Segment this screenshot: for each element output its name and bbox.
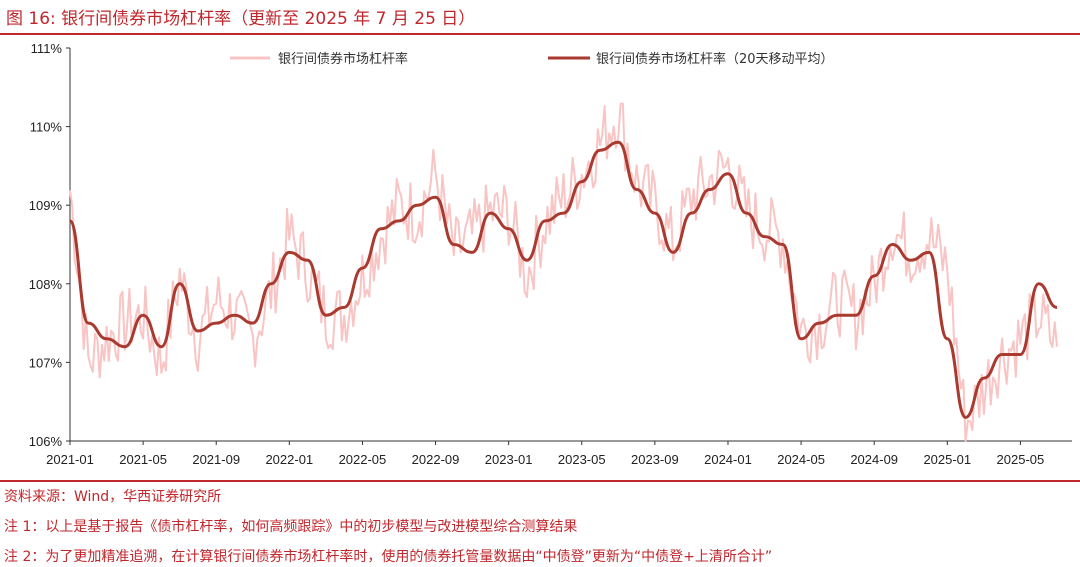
y-tick-label: 107%: [29, 355, 63, 370]
x-tick-label: 2025-05: [997, 452, 1045, 467]
chart-axes: 106% 107% 108% 109% 110% 111% 2021-01 2021-05 20…: [29, 41, 1072, 467]
y-tick-label: 111%: [31, 41, 63, 56]
x-tick-label: 2024-05: [777, 452, 825, 467]
x-tick-label: 2024-09: [850, 452, 898, 467]
source-note: 资料来源：Wind，华西证券研究所: [4, 489, 222, 505]
legend-label-daily: 银行间债券市场杠杆率: [278, 51, 408, 67]
series-ma20-line: [68, 140, 1058, 419]
x-tick-label: 2023-09: [631, 452, 679, 467]
x-tick-label: 2025-01: [923, 452, 971, 467]
x-tick-label: 2022-01: [265, 452, 313, 467]
daily-leverage-line: [69, 102, 1058, 442]
x-tick-label: 2021-01: [46, 452, 94, 467]
y-tick-label: 110%: [30, 120, 63, 135]
note-2: 注 2：为了更加精准追溯，在计算银行间债券市场杠杆率时，使用的债券托管量数据由“…: [4, 549, 773, 565]
figure-header: 图 16: 银行间债券市场杠杆率（更新至 2025 年 7 月 25 日）: [0, 0, 1080, 34]
figure-title: 图 16: 银行间债券市场杠杆率（更新至 2025 年 7 月 25 日）: [6, 9, 476, 29]
x-tick-label: 2024-01: [704, 452, 752, 467]
x-tick-label: 2021-05: [119, 452, 167, 467]
note-1: 注 1：以上是基于报告《债市杠杆率，如何高频跟踪》中的初步模型与改进模型综合测算…: [4, 519, 578, 535]
top-divider: [0, 33, 1080, 35]
y-tick-label: 109%: [29, 198, 63, 213]
chart-legend: 银行间债券市场杠杆率 银行间债券市场杠杆率（20天移动平均）: [230, 51, 834, 67]
legend-label-ma20: 银行间债券市场杠杆率（20天移动平均）: [596, 51, 834, 67]
leverage-line-chart: 106% 107% 108% 109% 110% 111% 2021-01 2021-05 20…: [29, 41, 1072, 467]
x-tick-label: 2023-01: [485, 452, 533, 467]
x-tick-label: 2022-05: [339, 452, 387, 467]
ma20-leverage-line: [68, 140, 1058, 419]
x-tick-label: 2023-05: [558, 452, 606, 467]
y-tick-label: 106%: [29, 434, 63, 449]
x-tick-label: 2022-09: [412, 452, 460, 467]
series-daily-line: [69, 102, 1058, 442]
y-tick-label: 108%: [29, 277, 63, 292]
x-tick-label: 2021-09: [192, 452, 240, 467]
bottom-divider: [0, 480, 1080, 482]
